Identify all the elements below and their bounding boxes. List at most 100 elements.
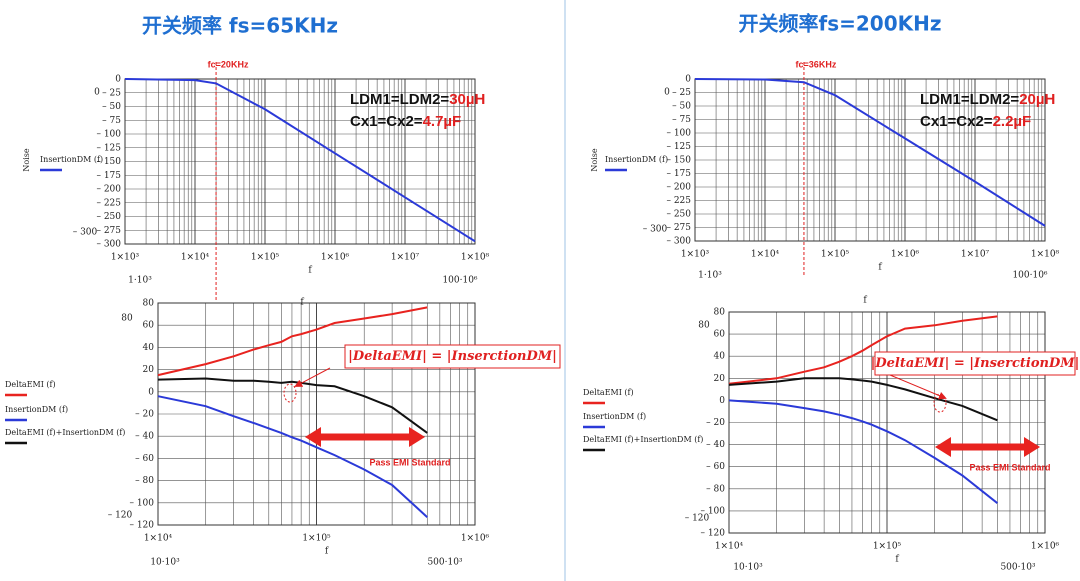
- y-tick-label: 40: [143, 343, 155, 353]
- plot-frame: [157, 302, 476, 526]
- series-line: [694, 78, 1046, 227]
- x-axis-label: f: [325, 547, 329, 557]
- y-tick-label: – 75: [102, 116, 121, 126]
- legend-label: InsertionDM (f): [5, 405, 68, 414]
- x-tick-label: 1×10⁴: [751, 250, 780, 260]
- y-tick-label: – 20: [135, 410, 154, 420]
- x-tick-label: 1×10⁶: [321, 253, 350, 263]
- legend-label: InsertionDM (f): [583, 412, 646, 421]
- x-tick-label: 1×10⁴: [715, 542, 744, 552]
- series-line: [124, 78, 476, 243]
- x-limit-label: 500·10³: [427, 558, 462, 568]
- y-axis-label: Noise: [22, 148, 31, 171]
- annotation: |DeltaEMI| = |InserctionDM|: [348, 349, 557, 364]
- y-tick-label: 0: [719, 396, 725, 406]
- y-tick-label: 20: [714, 374, 726, 384]
- y-tick-label: – 200: [96, 185, 121, 195]
- x-limit-label: 100·10⁶: [442, 276, 477, 286]
- chart-title: 开关频率 fs=65KHz: [142, 14, 338, 38]
- x-axis-label: f: [308, 266, 312, 276]
- y-tick-label: – 125: [666, 142, 691, 152]
- x-axis-label: f: [895, 555, 899, 565]
- y-tick-label: – 125: [96, 143, 121, 153]
- parameter-note: LDM1=LDM2=30µH: [350, 91, 485, 108]
- y-tick-label: – 40: [706, 440, 725, 450]
- x-limit-label: 100·10⁶: [1012, 271, 1047, 281]
- plot-frame: [124, 78, 476, 245]
- y-tick-label: 60: [143, 321, 155, 331]
- y-tick-label: 0: [115, 75, 121, 85]
- x-tick-label: 1×10⁸: [461, 253, 490, 263]
- cutoff-label: fc=20KHz: [208, 59, 249, 69]
- x-tick-label: 1×10⁵: [821, 250, 850, 260]
- y-tick-label: – 100: [96, 130, 121, 140]
- x-tick-label: 1×10³: [681, 250, 710, 260]
- y-tick-label: – 100: [129, 498, 154, 508]
- y-tick-label: – 150: [666, 156, 691, 166]
- legend-label: DeltaEMI (f): [583, 388, 634, 397]
- y-tick-label: – 75: [672, 115, 691, 125]
- y-tick-label: – 300: [666, 237, 691, 247]
- x-limit-label: 500·10³: [1000, 563, 1035, 573]
- annotation-circle: [283, 383, 297, 403]
- parameter-note: Cx1=Cx2=2.2µF: [920, 113, 1031, 130]
- plot-frame: [694, 78, 1046, 242]
- x-axis-label-top: f: [300, 298, 304, 308]
- x-tick-label: 1×10⁶: [1031, 542, 1060, 552]
- y-tick-label: 80: [714, 308, 726, 318]
- annotation-circle: [933, 393, 947, 413]
- series-line: [157, 395, 428, 518]
- y-tick-label: – 120: [700, 529, 725, 539]
- y-tick-label: – 100: [700, 506, 725, 516]
- x-limit-label: 10·10³: [733, 563, 763, 573]
- y-tick-label: – 50: [102, 102, 121, 112]
- x-limit-label: 10·10³: [150, 558, 180, 568]
- annotation-arrow: [889, 374, 947, 400]
- parameter-note: LDM1=LDM2=20µH: [920, 91, 1055, 108]
- x-tick-label: 1×10⁷: [391, 253, 420, 263]
- y-tick-label: – 250: [666, 210, 691, 220]
- y-tick-label: 0: [685, 75, 691, 85]
- y-tick-label: – 60: [135, 454, 154, 464]
- plot-frame: [728, 311, 1046, 534]
- x-tick-label: 1×10⁵: [873, 542, 902, 552]
- x-tick-label: 1×10⁶: [891, 250, 920, 260]
- annotation-box: [874, 351, 1076, 376]
- y-tick-label: – 175: [96, 171, 121, 181]
- y-limit-label: – 300: [73, 228, 98, 238]
- y-tick-label: – 80: [706, 484, 725, 494]
- x-axis-label: f: [878, 263, 882, 273]
- series-line: [728, 315, 998, 385]
- y-limit-label: 80: [121, 314, 133, 324]
- series-line: [728, 377, 998, 422]
- pass-label: Pass EMI Standard: [369, 457, 450, 467]
- y-tick-label: 80: [143, 299, 155, 309]
- y-tick-label: – 275: [96, 226, 121, 236]
- y-tick-label: – 200: [666, 183, 691, 193]
- legend-label: DeltaEMI (f)+InsertionDM (f): [583, 435, 703, 444]
- y-tick-label: – 300: [96, 240, 121, 250]
- y-limit-label: 0: [94, 88, 100, 98]
- y-tick-label: – 25: [672, 88, 691, 98]
- series-line: [728, 399, 999, 504]
- legend-label: DeltaEMI (f)+InsertionDM (f): [5, 428, 125, 437]
- y-tick-label: – 250: [96, 212, 121, 222]
- y-tick-label: – 175: [666, 169, 691, 179]
- annotation-arrow: [294, 367, 331, 387]
- y-tick-label: – 40: [135, 432, 154, 442]
- parameter-name: LDM1=LDM2=: [350, 91, 449, 108]
- y-limit-label: – 120: [685, 514, 710, 524]
- y-tick-label: 0: [148, 387, 154, 397]
- y-tick-label: – 225: [96, 198, 121, 208]
- y-tick-label: – 275: [666, 223, 691, 233]
- x-tick-label: 1×10³: [111, 253, 140, 263]
- parameter-name: Cx1=Cx2=: [920, 113, 993, 130]
- legend-label: DeltaEMI (f): [5, 380, 56, 389]
- y-tick-label: – 225: [666, 196, 691, 206]
- y-tick-label: 40: [714, 352, 726, 362]
- y-axis-label: Noise: [590, 148, 599, 171]
- series-line: [157, 306, 428, 377]
- y-tick-label: 60: [714, 330, 726, 340]
- pass-label: Pass EMI Standard: [969, 462, 1050, 472]
